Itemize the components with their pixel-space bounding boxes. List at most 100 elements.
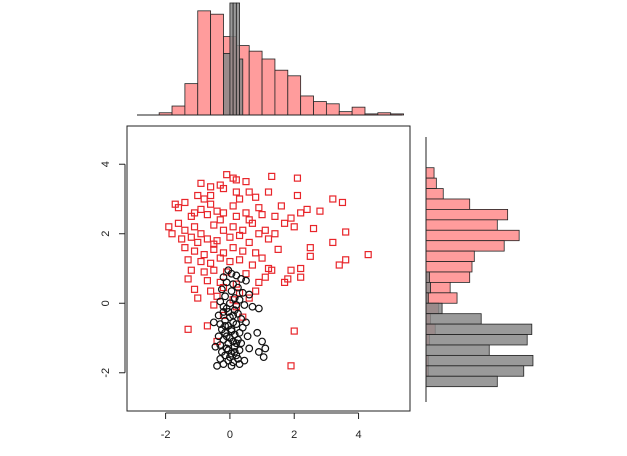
right-hist-bar [425, 271, 471, 283]
right-hist-bar [425, 250, 475, 262]
data-point-square [268, 266, 276, 274]
data-point-circle [242, 318, 250, 327]
data-point-circle [216, 341, 225, 349]
data-point-square [293, 174, 302, 182]
right-hist-bar [425, 177, 437, 189]
data-point-square [210, 221, 218, 229]
data-point-square [306, 244, 314, 252]
data-point-square [200, 250, 208, 259]
x-tick-label: 0 [227, 429, 233, 441]
top-hist-bar [261, 58, 276, 116]
top-hist-bar [351, 106, 366, 116]
data-point-square [203, 235, 211, 243]
data-point-circle [211, 342, 220, 351]
data-point-circle [213, 361, 221, 370]
data-point-square [309, 224, 318, 233]
y-tick-label: -2 [100, 368, 112, 378]
data-point-square [232, 188, 240, 196]
data-point-square [303, 205, 311, 214]
data-point-circle [232, 320, 241, 329]
data-point-square [232, 212, 240, 220]
data-point-circle [209, 318, 218, 327]
data-point-square [271, 212, 279, 220]
data-point-circle [227, 361, 236, 370]
right-hist-bar [425, 302, 443, 315]
data-point-square [219, 226, 228, 234]
data-point-square [245, 238, 253, 247]
right-hist-bar [425, 365, 525, 377]
data-point-circle [235, 360, 244, 368]
data-point-square [242, 209, 250, 217]
data-point-square [174, 219, 183, 227]
data-point-circle [258, 337, 266, 346]
data-point-circle [243, 332, 252, 341]
data-point-square [207, 183, 215, 191]
data-point-square [229, 202, 237, 210]
data-point-square [329, 195, 337, 203]
data-point-square [216, 216, 224, 224]
data-point-square [338, 198, 347, 207]
data-point-square [342, 228, 350, 236]
right-hist-bar [425, 354, 534, 367]
top-hist-bar [239, 58, 244, 116]
data-point-circle [229, 311, 238, 320]
data-point-circle [248, 302, 257, 311]
data-point-square [203, 211, 211, 219]
data-point-square [242, 270, 250, 278]
data-point-square [184, 275, 192, 283]
data-point-square [293, 191, 302, 200]
data-point-square [190, 209, 199, 217]
right-hist-bar [425, 188, 444, 200]
data-point-square [290, 327, 298, 335]
data-point-square [219, 184, 228, 193]
data-point-square [329, 238, 337, 247]
data-point-square [184, 256, 192, 264]
data-point-square [207, 200, 215, 208]
data-point-square [219, 209, 228, 217]
data-point-square [342, 256, 350, 264]
right-histogram [425, 137, 534, 402]
data-point-square [280, 219, 289, 227]
data-point-circle [227, 287, 236, 295]
data-point-circle [240, 301, 249, 309]
top-hist-bar [313, 101, 327, 116]
data-point-square [261, 273, 269, 281]
top-hist-bar [229, 2, 234, 116]
data-point-square [210, 245, 218, 253]
data-point-circle [222, 332, 231, 341]
data-point-circle [227, 325, 236, 334]
data-point-square [297, 209, 305, 217]
top-hist-bar [232, 2, 237, 116]
data-point-circle [227, 269, 236, 278]
data-point-square [235, 256, 244, 264]
data-point-circle [259, 353, 268, 362]
data-point-circle [217, 285, 226, 294]
data-point-square [207, 287, 215, 295]
top-hist-bar [210, 13, 224, 116]
data-point-circle [253, 328, 262, 337]
top-hist-bar [274, 69, 289, 116]
data-point-square [210, 301, 218, 309]
y-tick-label: 2 [100, 231, 112, 237]
right-hist-bar [425, 282, 431, 294]
data-point-circle [221, 292, 229, 301]
data-point-square [235, 195, 244, 203]
data-point-square [207, 259, 215, 267]
data-point-square [213, 207, 221, 215]
data-point-square [255, 230, 263, 238]
data-point-square [226, 233, 234, 241]
data-point-square [229, 244, 237, 252]
data-point-square [232, 176, 240, 184]
data-point-square [245, 294, 253, 302]
data-point-square [197, 257, 205, 266]
data-point-square [210, 266, 218, 274]
data-point-square [255, 278, 263, 287]
right-hist-bar [425, 240, 505, 252]
right-hist-bar [425, 167, 435, 179]
data-point-square [190, 247, 199, 255]
data-point-circle [254, 348, 263, 356]
data-point-square [223, 171, 231, 179]
data-point-square [200, 195, 208, 203]
data-point-circle [219, 360, 228, 368]
